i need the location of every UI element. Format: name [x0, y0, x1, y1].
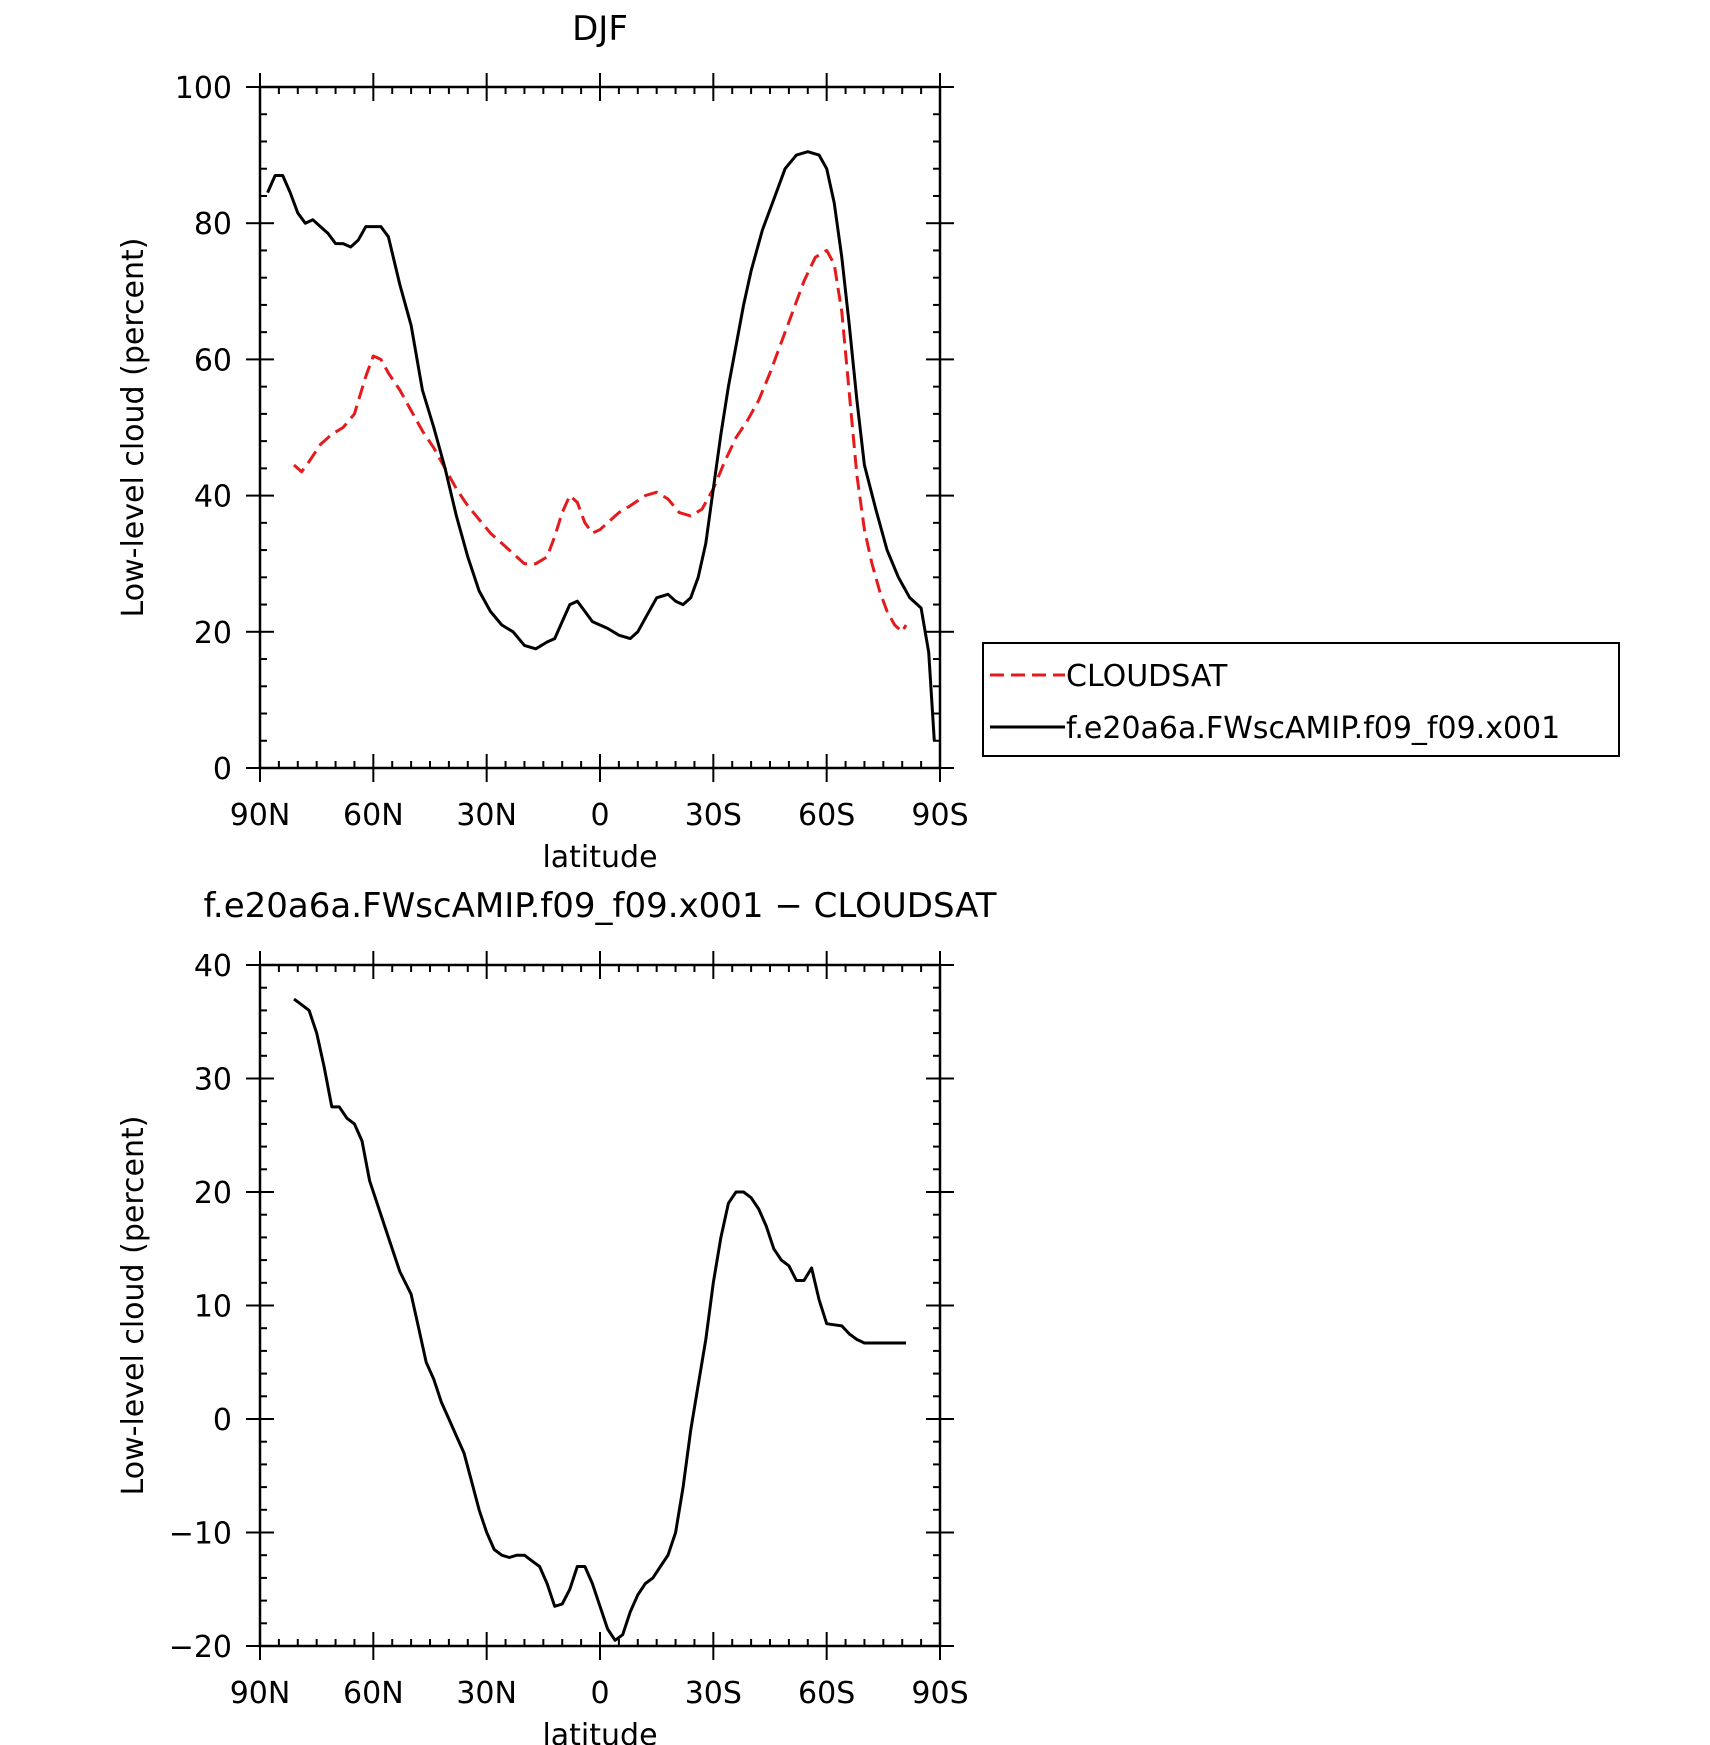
- y-tick-label: 40: [194, 949, 232, 984]
- y-tick-label: 20: [194, 616, 232, 651]
- y-tick-label: 10: [194, 1290, 232, 1325]
- plot-frame: [258, 963, 942, 1648]
- x-tick-label: 60N: [343, 798, 404, 833]
- top-panel: DJF 90N 60N 30N 0 30S 60S 90S 0 20 40 60 80 100 latitu…: [116, 9, 1620, 875]
- legend-label: f.e20a6a.FWscAMIP.f09_f09.x001: [1066, 711, 1560, 746]
- series-line-cloudsat: [292, 248, 908, 634]
- y-tick-label: 0: [213, 1403, 232, 1438]
- x-tick-label: 60N: [343, 1676, 404, 1711]
- x-tick-label: 0: [590, 1676, 609, 1711]
- y-tick-label: −10: [169, 1517, 232, 1552]
- x-tick-label: 60S: [798, 1676, 855, 1711]
- x-tick-label: 30N: [456, 1676, 517, 1711]
- y-tick-label: 40: [194, 480, 232, 515]
- y-axis-label: Low-level cloud (percent): [116, 238, 151, 618]
- x-tick-label: 30N: [456, 798, 517, 833]
- x-tick-label: 90S: [911, 1676, 968, 1711]
- y-tick-label: 60: [194, 343, 232, 378]
- legend-label: CLOUDSAT: [1066, 659, 1228, 694]
- y-tick-label: 0: [213, 752, 232, 787]
- x-axis-label: latitude: [542, 840, 657, 875]
- y-tick-label: 100: [175, 71, 232, 106]
- x-tick-label: 90N: [230, 798, 291, 833]
- x-tick-label: 90S: [911, 798, 968, 833]
- x-tick-label: 60S: [798, 798, 855, 833]
- y-tick-label: 20: [194, 1176, 232, 1211]
- y-tick-label: −20: [169, 1630, 232, 1665]
- bottom-panel: f.e20a6a.FWscAMIP.f09_f09.x001 − CLOUDSA…: [116, 886, 997, 1745]
- series-line-f-e20a6a-fwscamip-f09-f09-x001: [266, 150, 936, 741]
- y-tick-label: 80: [194, 207, 232, 242]
- y-axis-label: Low-level cloud (percent): [116, 1116, 151, 1496]
- x-tick-label: 30S: [685, 1676, 742, 1711]
- x-tick-label: 0: [590, 798, 609, 833]
- x-tick-label: 90N: [230, 1676, 291, 1711]
- chart-title: DJF: [572, 9, 628, 49]
- plot-frame: [258, 85, 942, 770]
- y-tick-label: 30: [194, 1063, 232, 1098]
- x-tick-label: 30S: [685, 798, 742, 833]
- legend-box: [982, 642, 1620, 757]
- difference-line: [293, 997, 906, 1642]
- legend: CLOUDSAT f.e20a6a.FWscAMIP.f09_f09.x001: [982, 642, 1620, 757]
- x-axis-label: latitude: [542, 1718, 657, 1745]
- chart-title: f.e20a6a.FWscAMIP.f09_f09.x001 − CLOUDSA…: [203, 886, 996, 926]
